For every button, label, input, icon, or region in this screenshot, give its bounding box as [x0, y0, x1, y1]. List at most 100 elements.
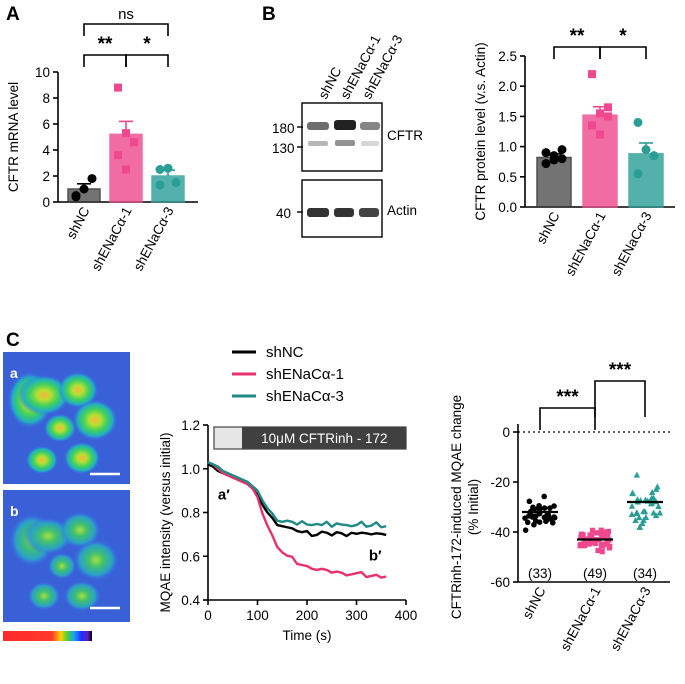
- mw-130: 130: [272, 141, 295, 156]
- mw-40: 40: [276, 206, 291, 221]
- image-a-label: a: [10, 365, 18, 381]
- x-tick-label: 100: [246, 608, 269, 623]
- scatter-point: [547, 505, 553, 511]
- scatter-point: [551, 503, 557, 509]
- bar: [628, 153, 664, 208]
- data-point: [171, 178, 181, 187]
- significance-label: **: [98, 34, 113, 55]
- fluorescence-images: a b: [3, 352, 130, 641]
- x-tick-label: shENaCα-3: [609, 209, 655, 278]
- significance-label: **: [570, 26, 585, 47]
- scatter-point: [599, 549, 605, 555]
- scatter-point: [640, 516, 647, 523]
- significance-bracket: [125, 54, 169, 67]
- scatter-point: [605, 530, 611, 536]
- actin-band-shnc: [307, 208, 329, 217]
- scatter-point: [532, 513, 539, 519]
- y-tick-label: 1.0: [181, 462, 200, 477]
- significance-label: *: [619, 26, 627, 47]
- scatter-point: [581, 541, 587, 547]
- image-b-label: b: [10, 503, 19, 519]
- scatter-point: [536, 519, 543, 525]
- data-point: [596, 109, 604, 118]
- x-tick-label: shENaCα-3: [608, 584, 654, 653]
- cftr-lower-band-sh1: [335, 140, 355, 146]
- scatter-point: [593, 530, 599, 536]
- n-label: (49): [583, 566, 607, 581]
- scatter-point: [549, 519, 556, 526]
- cftr-band-sh3: [360, 122, 380, 130]
- scatter-point: [587, 532, 593, 538]
- n-label: (33): [528, 566, 552, 581]
- scatter-point: [541, 493, 548, 500]
- data-point: [114, 151, 122, 160]
- data-point: [604, 103, 612, 112]
- significance-bracket: [594, 380, 646, 417]
- data-point: [122, 165, 130, 174]
- scatter-point: [598, 542, 604, 548]
- data-point: [541, 159, 551, 169]
- x-tick-label: shENaCα-1: [558, 584, 604, 653]
- y-tick-label: 0: [42, 195, 50, 210]
- y-tick-label: 1.5: [498, 109, 517, 124]
- mrna-bar-chart: 0 2 4 6 8 10 CFTR mRNA level shNCshENaCα-1shENa…: [6, 6, 198, 273]
- image-a-cells: [8, 372, 117, 474]
- y-tick-label: 2: [42, 169, 50, 184]
- scatter-point: [589, 527, 596, 533]
- y-tick-label: -60: [490, 575, 510, 590]
- cftr-band-shnc: [307, 122, 329, 130]
- scatter-point: [530, 504, 536, 511]
- scatter-point: [632, 516, 639, 523]
- inhibitor-bar: [242, 426, 407, 450]
- scatter-point: [629, 490, 637, 497]
- data-point: [588, 70, 596, 79]
- y-tick-label: 8: [42, 91, 50, 106]
- data-point: [87, 174, 97, 184]
- significance-bracket: [553, 46, 601, 59]
- series-line: [207, 461, 387, 579]
- x-tick-label: 200: [296, 608, 319, 623]
- x-tick-label: shENaCα-3: [131, 204, 177, 273]
- scatter-point: [592, 540, 598, 547]
- image-b-cells: [10, 512, 118, 611]
- scatter-point: [531, 521, 537, 528]
- y-tick-label: 6: [42, 117, 50, 132]
- panel-label-b: B: [262, 4, 276, 25]
- scatter-point: [543, 518, 549, 525]
- y-tick-label: 0.8: [181, 506, 200, 521]
- scatter-point: [595, 547, 601, 554]
- data-point: [541, 148, 551, 158]
- scatter-point: [524, 519, 531, 526]
- mw-180: 180: [272, 121, 295, 136]
- y-axis-label-line2: (% Initial): [466, 479, 481, 535]
- legend-label: shNC: [266, 344, 304, 361]
- data-point: [649, 151, 659, 161]
- y-axis-label-line1: CFTRinh-172-induced MQAE change: [449, 395, 464, 619]
- scatter-point: [598, 527, 604, 533]
- x-tick-label: 400: [395, 608, 418, 623]
- scatter-point: [635, 514, 643, 521]
- legend-label: shENaCα-3: [266, 388, 344, 405]
- x-axis-label: Time (s): [283, 628, 332, 643]
- x-tick-label: 0: [204, 608, 212, 623]
- data-point: [71, 192, 81, 202]
- y-tick-label: 10: [35, 65, 50, 80]
- x-tick-label: 300: [345, 608, 368, 623]
- bar: [582, 114, 618, 208]
- y-tick-label: 4: [42, 143, 50, 158]
- marker-b-prime: b′: [369, 548, 382, 565]
- significance-bracket: [539, 407, 596, 430]
- scatter-point: [597, 530, 603, 536]
- y-tick-label: 2.5: [498, 49, 517, 64]
- scatter-point: [544, 512, 550, 518]
- x-tick-label: shNC: [64, 204, 93, 241]
- y-axis-label: CFTR protein level (v.s. Actin): [473, 42, 488, 220]
- scatter-point: [586, 541, 592, 547]
- y-tick-label: -20: [490, 475, 510, 490]
- data-point: [79, 184, 89, 194]
- x-tick-label: shNC: [534, 209, 563, 246]
- data-point: [155, 180, 165, 190]
- y-tick-label: 1.2: [181, 418, 200, 433]
- y-tick-label: 2.0: [498, 79, 517, 94]
